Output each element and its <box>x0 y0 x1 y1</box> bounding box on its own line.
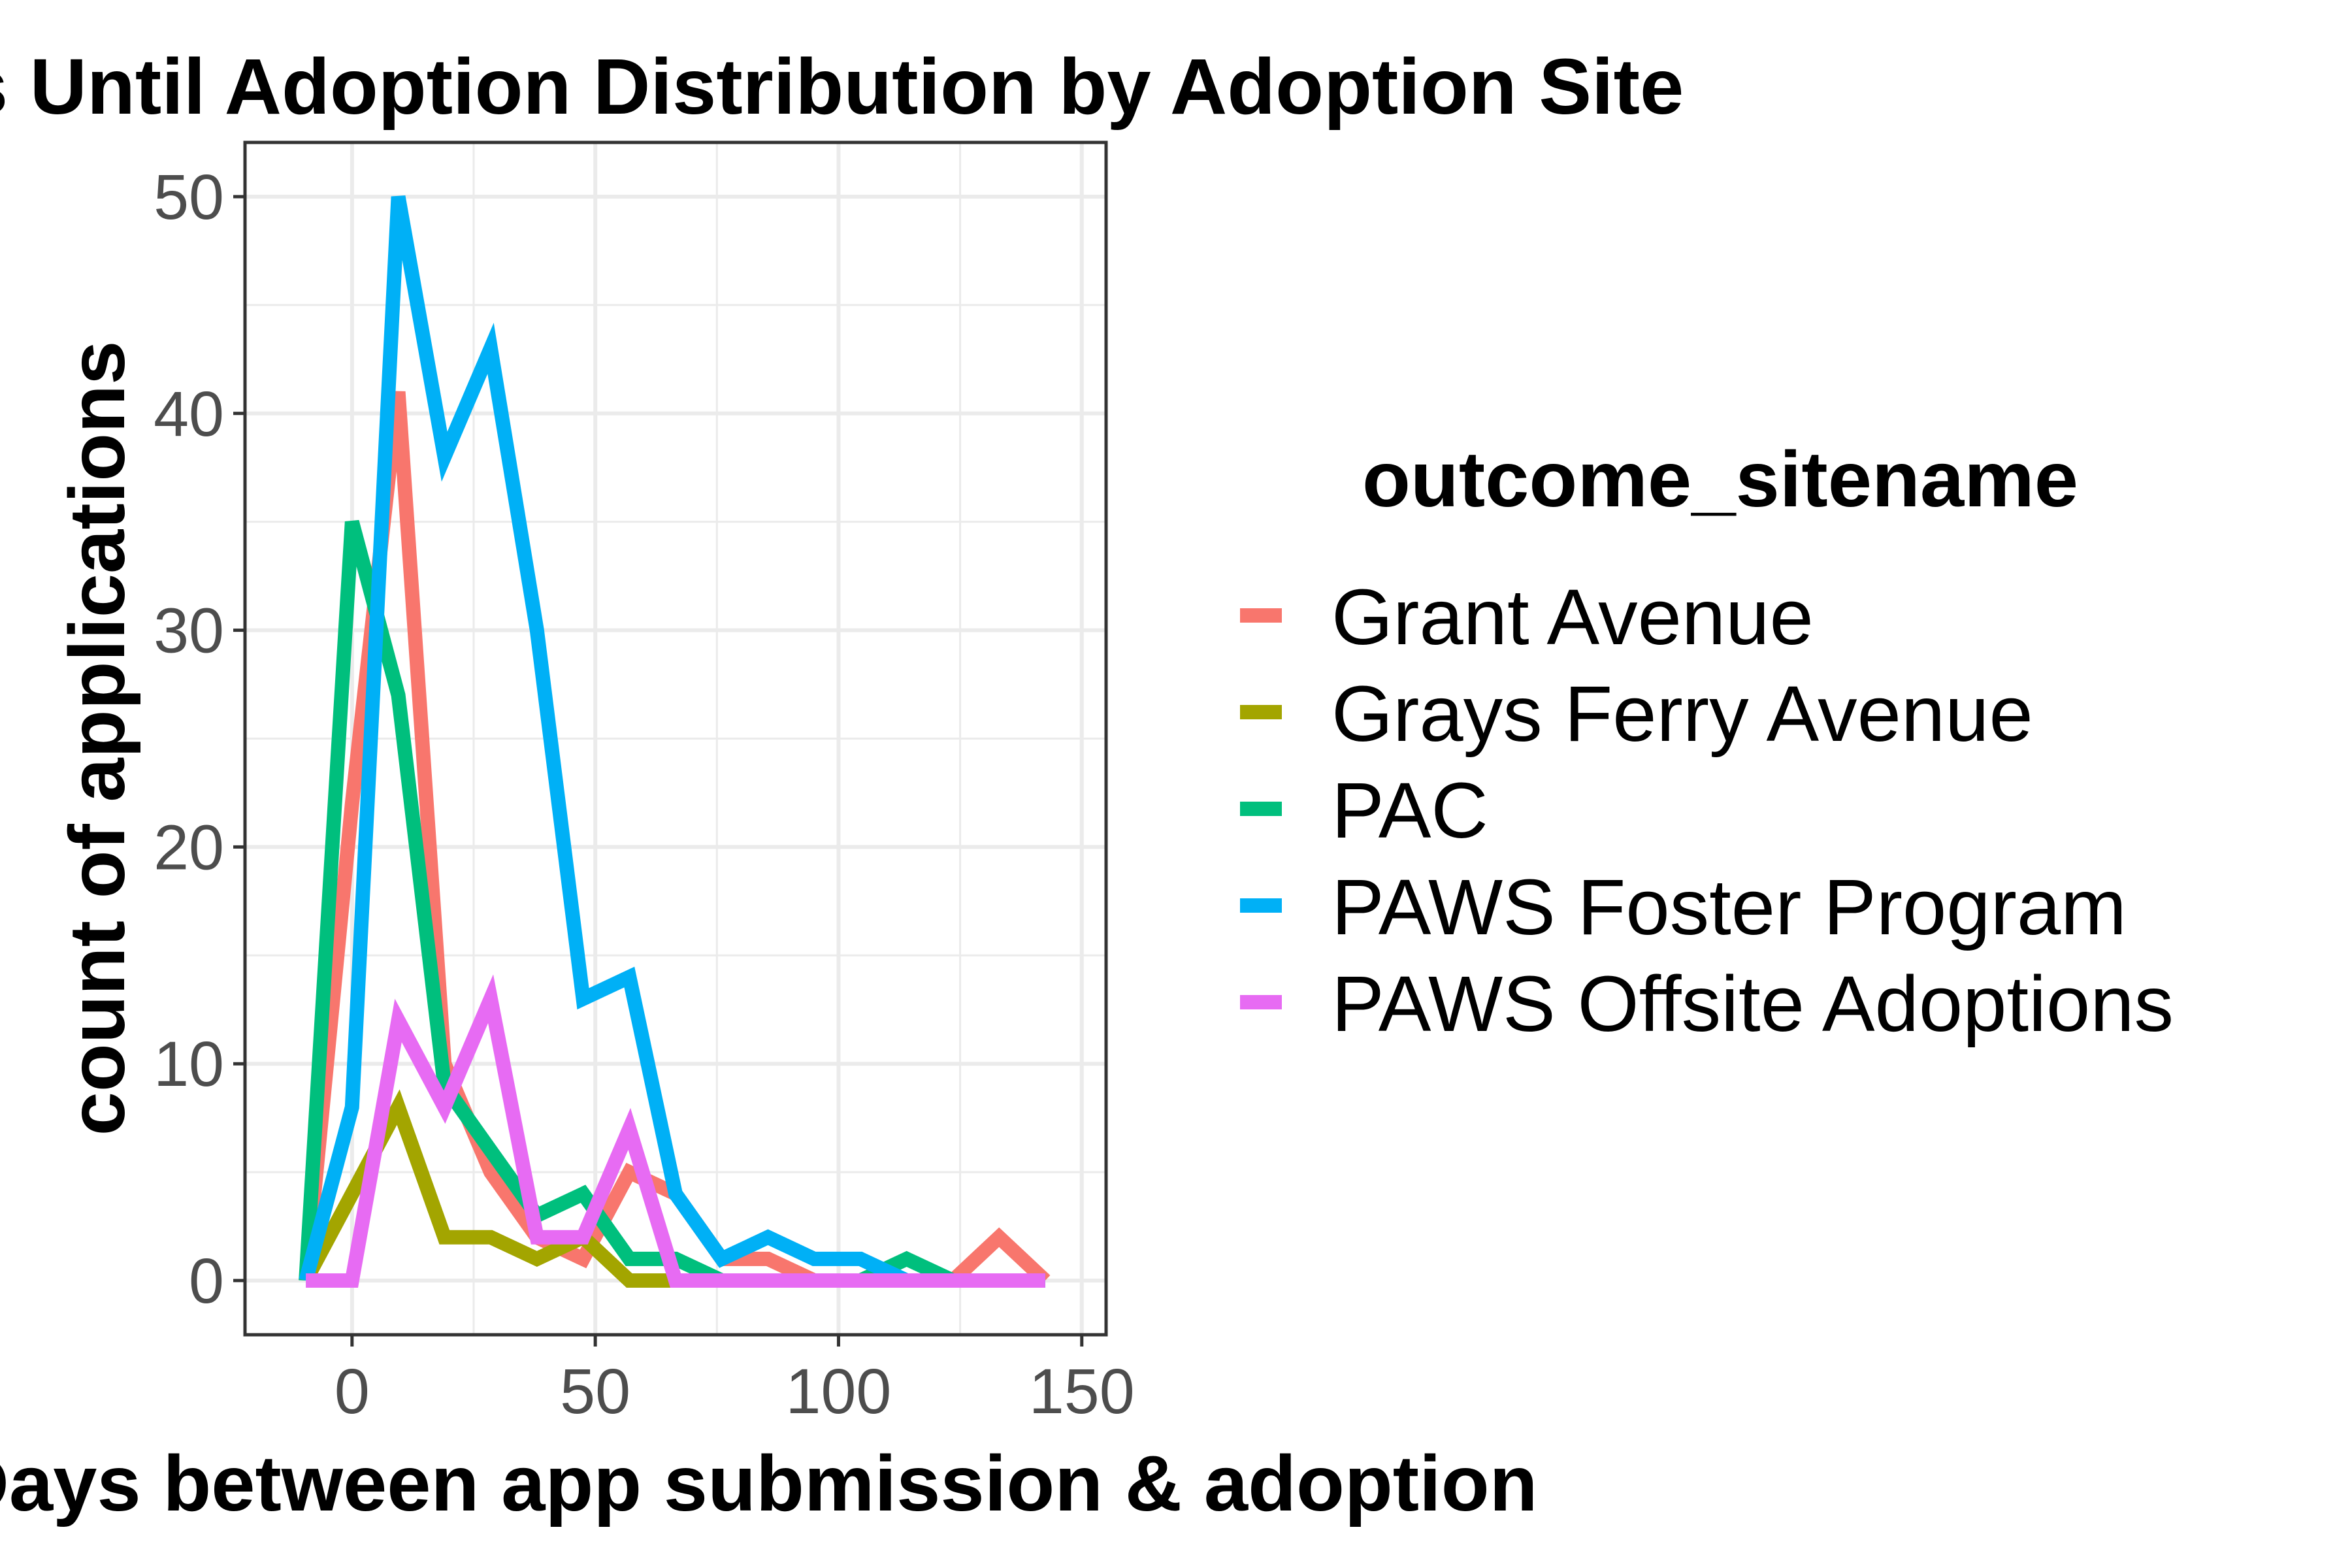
legend-label-3: PAWS Foster Program <box>1331 862 2127 951</box>
legend-title: outcome_sitename <box>1362 434 2078 523</box>
x-axis: 0 50 100 150 <box>335 1335 1135 1427</box>
y-axis-title: count of applications <box>52 341 141 1136</box>
y-tick-label: 20 <box>154 811 224 883</box>
legend-label-4: PAWS Offsite Adoptions <box>1331 959 2174 1048</box>
x-tick-label: 0 <box>335 1356 370 1427</box>
y-tick-label: 10 <box>154 1028 224 1100</box>
x-tick-label: 150 <box>1029 1356 1135 1427</box>
panel-border <box>243 140 1108 1337</box>
chart-title: Days Until Adoption Distribution by Adop… <box>0 42 1684 131</box>
y-tick-label: 50 <box>154 161 224 233</box>
plot-panel <box>243 140 1108 1337</box>
legend-label-2: PAC <box>1331 766 1488 855</box>
y-axis: 0 10 20 30 40 50 <box>154 161 245 1316</box>
x-axis-title: Days between app submission & adoption <box>0 1439 1538 1527</box>
series-line-4 <box>306 974 1045 1288</box>
legend-label-1: Grays Ferry Avenue <box>1331 669 2033 758</box>
y-tick-label: 40 <box>154 378 224 449</box>
y-tick-label: 0 <box>189 1245 224 1316</box>
series-lines <box>299 195 1051 1288</box>
legend-label-0: Grant Avenue <box>1331 572 1814 661</box>
y-tick-label: 30 <box>154 595 224 666</box>
x-tick-label: 100 <box>786 1356 892 1427</box>
x-tick-label: 50 <box>560 1356 630 1427</box>
